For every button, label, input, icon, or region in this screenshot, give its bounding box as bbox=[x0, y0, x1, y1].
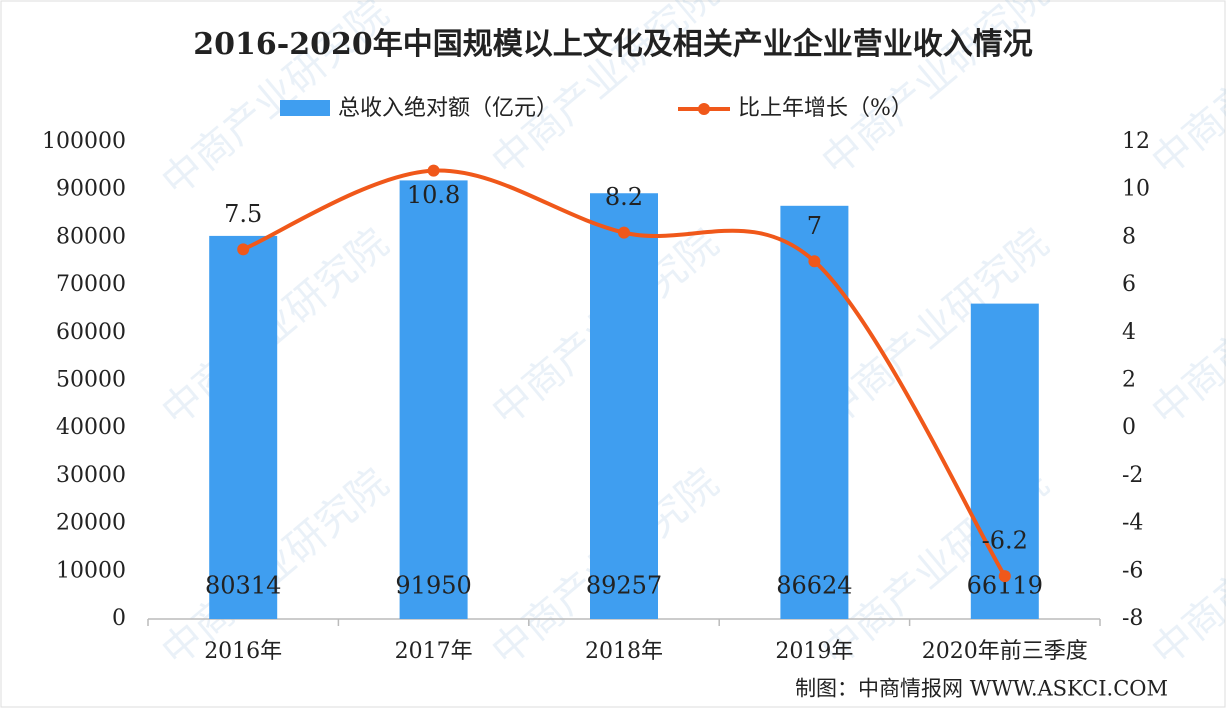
bar-value-label: 80314 bbox=[205, 572, 281, 600]
x-tick-label: 2016年 bbox=[204, 639, 282, 664]
x-tick-label: 2017年 bbox=[395, 639, 473, 664]
bar bbox=[780, 205, 849, 619]
line-value-label: 7 bbox=[807, 212, 822, 240]
y2-tick-label: 0 bbox=[1122, 415, 1136, 440]
line-value-label: 8.2 bbox=[605, 183, 643, 211]
legend-swatch-bar bbox=[280, 100, 330, 116]
line-marker bbox=[427, 164, 440, 177]
line bbox=[242, 168, 1007, 578]
chart-title: 2016-2020年中国规模以上文化及相关产业企业营业收入情况 bbox=[193, 27, 1032, 62]
x-tick-label: 2020年前三季度 bbox=[922, 639, 1088, 664]
y-tick-label: 50000 bbox=[56, 368, 126, 393]
bar bbox=[399, 180, 468, 619]
line-value-label: 10.8 bbox=[407, 181, 460, 209]
line-value-label: -6.2 bbox=[982, 527, 1028, 555]
y-tick-label: 0 bbox=[112, 606, 126, 631]
legend-label: 比上年增长（%） bbox=[738, 96, 913, 121]
bar bbox=[970, 303, 1039, 619]
y2-tick-label: 2 bbox=[1122, 368, 1136, 393]
y-tick-label: 60000 bbox=[56, 320, 126, 345]
y-tick-label: 70000 bbox=[56, 272, 126, 297]
y-tick-label: 90000 bbox=[56, 177, 126, 202]
y-tick-label: 30000 bbox=[56, 463, 126, 488]
legend-marker bbox=[698, 103, 710, 115]
y-tick-label: 20000 bbox=[56, 511, 126, 536]
bar-value-label: 91950 bbox=[395, 572, 471, 600]
bar bbox=[590, 193, 658, 619]
y-tick-label: 80000 bbox=[56, 224, 126, 249]
bar-value-label: 89257 bbox=[586, 572, 662, 600]
y2-tick-label: -4 bbox=[1122, 511, 1143, 536]
line-marker bbox=[618, 226, 630, 239]
x-tick-label: 2018年 bbox=[585, 639, 663, 664]
y2-tick-label: 6 bbox=[1122, 272, 1136, 297]
y-tick-label: 10000 bbox=[56, 558, 126, 583]
y-tick-label: 40000 bbox=[56, 415, 126, 440]
y2-tick-label: -8 bbox=[1122, 606, 1143, 631]
line-marker bbox=[237, 243, 250, 256]
y2-tick-label: 8 bbox=[1122, 224, 1136, 249]
line-value-label: 7.5 bbox=[224, 200, 262, 228]
y2-tick-label: -6 bbox=[1122, 558, 1143, 583]
y-tick-label: 100000 bbox=[42, 129, 126, 154]
y2-tick-label: -2 bbox=[1122, 463, 1143, 488]
y2-tick-label: 12 bbox=[1122, 129, 1150, 154]
line-marker bbox=[808, 255, 821, 268]
bar-value-label: 86624 bbox=[776, 572, 852, 600]
bar bbox=[209, 235, 278, 619]
y2-tick-label: 10 bbox=[1122, 177, 1150, 202]
legend-label: 总收入绝对额（亿元） bbox=[338, 96, 558, 121]
line-marker bbox=[998, 570, 1011, 583]
y2-tick-label: 4 bbox=[1122, 320, 1136, 345]
source-note: 制图：中商情报网 WWW.ASKCI.COM bbox=[795, 677, 1168, 701]
x-tick-label: 2019年 bbox=[775, 639, 853, 664]
